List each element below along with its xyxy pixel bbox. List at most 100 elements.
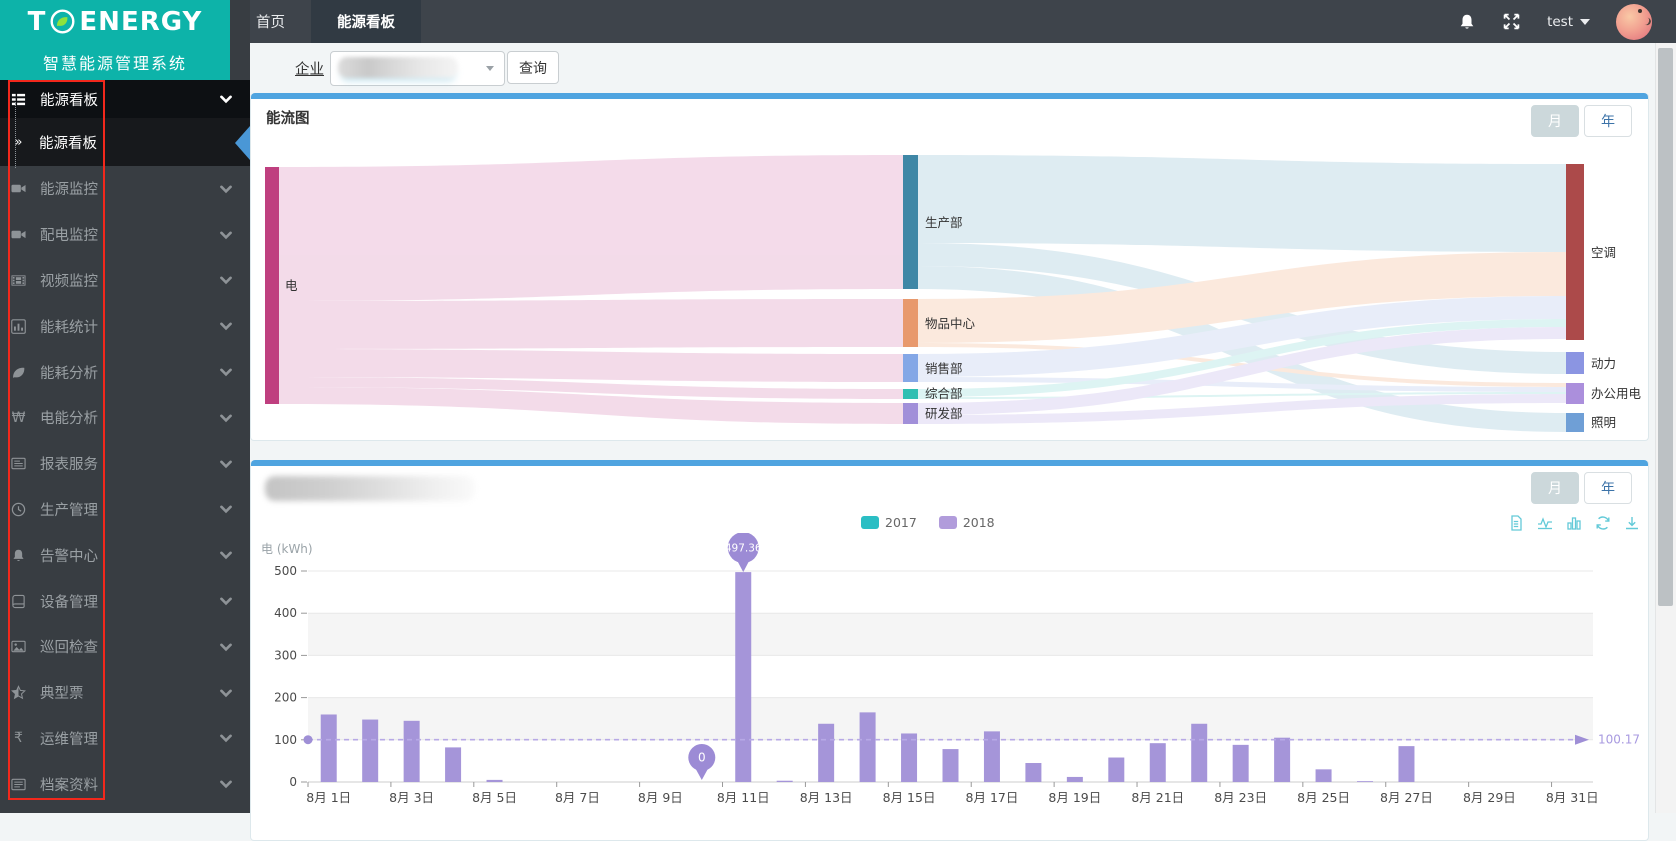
sidebar-item-production-management[interactable]: 生产管理 [0,487,250,533]
energy-flow-panel: 能流图 月 年 [250,93,1649,441]
chevron-down-icon [220,687,232,699]
chevron-down-icon [220,93,232,105]
report-icon [10,455,27,472]
chevron-down-icon [220,229,232,241]
vertical-scrollbar [1655,43,1676,813]
sidebar-item-alarm-center[interactable]: 告警中心 [0,532,250,578]
svg-text:8月 27日: 8月 27日 [1380,790,1433,805]
chevron-down-icon [220,183,232,195]
legend-swatch [861,516,879,529]
sankey-node-label: 办公用电 [1591,386,1642,401]
svg-text:497.36: 497.36 [725,543,762,555]
year-toggle-button[interactable]: 年 [1584,472,1632,504]
username: test [1547,13,1573,30]
data-view-icon[interactable] [1508,515,1524,531]
sidebar-item-archives[interactable]: 档案资料 [0,761,250,807]
sidebar-subitem-energy-dashboard[interactable]: » 能源看板 [0,118,250,166]
refresh-icon[interactable] [1595,515,1611,531]
bar-chart-icon[interactable] [1566,515,1582,531]
tab-home[interactable]: 首页 [256,15,285,31]
svg-text:0: 0 [289,775,297,789]
svg-text:400: 400 [274,606,297,620]
sankey-node-label: 照明 [1591,415,1616,430]
svg-text:200: 200 [274,691,297,705]
month-toggle-button[interactable]: 月 [1531,105,1579,137]
logo-text-right: ENERGY [79,6,203,37]
select-caret-icon [486,66,494,71]
enterprise-select[interactable] [330,51,505,86]
chevron-down-icon [220,549,232,561]
leaf-icon [10,364,27,381]
angles-right-icon: » [14,134,23,150]
sankey-node-label: 销售部 [925,361,963,376]
panel-accent-bar [251,93,1648,99]
sidebar-item-power-analysis[interactable]: ₩ 电能分析 [0,395,250,441]
top-navbar: 首页 能源看板 test [230,0,1676,43]
sidebar-item-power-distribution-monitoring[interactable]: 配电监控 [0,212,250,258]
chevron-down-icon [220,412,232,424]
month-toggle-button[interactable]: 月 [1531,472,1579,504]
query-row: 企业 查询 [250,43,1656,92]
avatar[interactable] [1616,3,1652,40]
caret-down-icon [1580,18,1590,25]
svg-text:8月 5日: 8月 5日 [472,790,517,805]
sidebar-item-energy-monitoring[interactable]: 能源监控 [0,166,250,212]
sidebar-item-typical-ticket[interactable]: 典型票 [0,670,250,716]
app-subtitle: 智慧能源管理系统 [0,43,230,80]
legend-item-2017[interactable]: 2017 [861,515,917,530]
period-toggle: 月 年 [1531,472,1632,504]
user-dropdown[interactable]: test [1547,14,1590,30]
enterprise-label: 企业 [295,62,324,78]
bell-icon[interactable] [1458,12,1476,32]
sankey-node-label: 综合部 [925,386,963,401]
svg-text:0: 0 [698,751,706,765]
sidebar-item-report-service[interactable]: 报表服务 [0,441,250,487]
sidebar-item-energy-consumption-stats[interactable]: 能耗统计 [0,303,250,349]
sidebar: T ENERGY 智慧能源管理系统 能源看板 » 能源看板 能源监控 配电监控 视频… [0,0,250,813]
sidebar-item-patrol-inspection[interactable]: 巡回检查 [0,624,250,670]
rupee-sign-icon: ₹ [14,730,23,747]
query-button[interactable]: 查询 [507,51,559,84]
svg-text:8月 13日: 8月 13日 [800,790,853,805]
sidebar-nav: 能源看板 » 能源看板 能源监控 配电监控 视频监控 能耗统计 能耗分析 ₩ 电能分析 报表服… [0,80,250,807]
svg-text:100.17: 100.17 [1598,733,1640,747]
fullscreen-expand-icon[interactable] [1502,12,1521,31]
svg-text:8月 9日: 8月 9日 [638,790,683,805]
svg-text:300: 300 [274,648,297,662]
sidebar-item-operation-maintenance[interactable]: ₹ 运维管理 [0,716,250,762]
year-toggle-button[interactable]: 年 [1584,105,1632,137]
svg-text:电 (kWh): 电 (kWh) [261,542,313,556]
redacted-enterprise-value [338,57,458,78]
svg-text:8月 7日: 8月 7日 [555,790,600,805]
sankey-diagram: 电 生产部 物品中心 销售部 综合部 研发部 空调 动力 办公用电 照明 [265,155,1642,432]
sankey-node-label: 动力 [1591,356,1616,371]
th-list-icon [10,91,27,108]
legend-item-2018[interactable]: 2018 [938,515,995,530]
svg-text:8月 21日: 8月 21日 [1131,790,1184,805]
chevron-down-icon [220,320,232,332]
redacted-chart-title [265,476,475,501]
sidebar-item-energy-dashboard[interactable]: 能源看板 [0,80,250,118]
sidebar-item-equipment-management[interactable]: 设备管理 [0,578,250,624]
tab-energy-dashboard[interactable]: 能源看板 [311,0,421,43]
panel-accent-bar [251,460,1648,466]
panel-title: 能流图 [266,111,310,127]
download-icon[interactable] [1624,515,1640,531]
line-chart-icon[interactable] [1537,515,1553,531]
active-menu-pointer-icon [235,126,250,160]
svg-text:8月 31日: 8月 31日 [1546,790,1599,805]
sankey-node-label: 生产部 [925,215,963,230]
sidebar-item-video-surveillance[interactable]: 视频监控 [0,258,250,304]
chevron-down-icon [220,778,232,790]
video-camera-icon [10,180,27,197]
sidebar-item-energy-consumption-analysis[interactable]: 能耗分析 [0,349,250,395]
svg-text:8月 17日: 8月 17日 [966,790,1019,805]
period-toggle: 月 年 [1531,105,1632,137]
bar-chart: 0 100 200 300 400 500 电 (kWh) 8月 1日 8月 3日 8月 5日 8月… [261,533,1640,805]
legend-swatch [938,516,957,529]
sankey-node-label: 物品中心 [925,316,976,331]
svg-text:8月 1日: 8月 1日 [306,790,351,805]
scrollbar-thumb[interactable] [1658,48,1673,606]
book-icon [10,593,27,610]
navbar-right-cluster: test [1458,0,1676,43]
